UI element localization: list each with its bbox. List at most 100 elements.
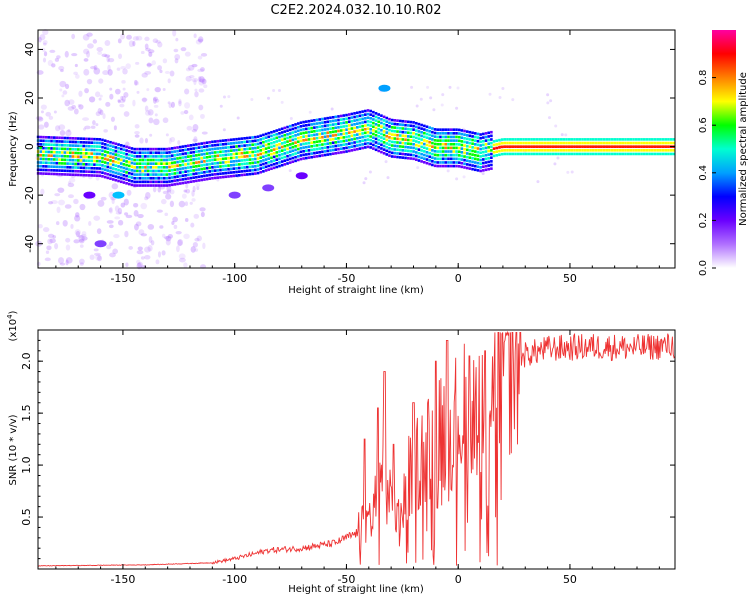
spectrogram-ridge-cell [157, 176, 161, 180]
spectrogram-ridge-cell [82, 166, 85, 170]
spectrogram-ridge-cell [251, 150, 254, 154]
spectrogram-ridge-cell [610, 149, 614, 152]
spectrogram-ridge-cell [385, 134, 389, 138]
spectrogram-ridge-cell [299, 150, 303, 154]
snr-panel: -150 -100 -50 0 500.51.01.52.0 Height of str… [6, 310, 676, 595]
spectrogram-noise-cell [195, 39, 202, 45]
spectrogram-ridge-cell [664, 152, 668, 156]
spectrogram-ridge-cell [240, 173, 244, 177]
spectrogram-ridge-cell [425, 150, 429, 154]
spectrogram-ridge-cell [551, 141, 555, 145]
spectrogram-ridge-cell [66, 140, 69, 144]
spectrogram-ridge-cell [334, 141, 338, 144]
spectrogram-ridge-cell [562, 138, 566, 141]
spectrogram-ridge-cell [192, 169, 195, 172]
spectrogram-ridge-cell [345, 121, 348, 124]
spectrogram-ridge-cell [565, 149, 568, 152]
spectrogram-ridge-cell [449, 161, 453, 164]
spectrogram-ridge-cell [44, 161, 48, 165]
snr-ytick-label: 1.0 [20, 456, 33, 474]
spectrogram-ridge-cell [404, 134, 407, 138]
spectrogram-ridge-cell [170, 158, 174, 161]
spectrogram-ridge-cell [602, 138, 606, 141]
spectrogram-noise-cell [135, 35, 143, 41]
spectrogram-ridge-cell [58, 136, 61, 140]
spectrogram-ridge-cell [278, 142, 281, 146]
spectrogram-ridge-cell [93, 137, 96, 141]
spectrogram-ridge-cell [299, 154, 303, 157]
spectrogram-ridge-cell [101, 164, 104, 167]
spectrogram-ridge-cell [302, 146, 305, 149]
spectrogram-ridge-cell [264, 132, 268, 136]
spectrogram-ridge-cell [567, 138, 571, 141]
spectrogram-ridge-cell [243, 144, 246, 147]
spectrogram-ridge-cell [235, 170, 238, 174]
spectrogram-ridge-cell [372, 114, 375, 118]
spectrogram-ridge-cell [149, 176, 153, 180]
spectrogram-ridge-cell [138, 169, 142, 173]
spectrogram-ridge-cell [68, 158, 72, 162]
spectrogram-ridge-cell [479, 158, 482, 162]
spectrogram-ridge-cell [251, 139, 254, 143]
spectrogram-ridge-cell [186, 162, 190, 166]
spectrogram-noise-cell [184, 88, 190, 95]
spectrogram-ridge-cell [350, 112, 354, 116]
spectrogram-ridge-cell [605, 141, 609, 145]
spectrogram-ridge-cell [602, 152, 606, 156]
spectrogram-ridge-cell [50, 161, 53, 165]
spectrogram-ridge-cell [114, 167, 118, 171]
spectrogram-ridge-cell [519, 141, 523, 145]
spectrogram-ridge-cell [307, 152, 311, 156]
spectrogram-ridge-cell [235, 141, 238, 145]
spectrogram-ridge-cell [184, 177, 187, 181]
spectrogram-noise-cell [117, 207, 123, 215]
spectrogram-ridge-cell [181, 181, 185, 185]
spectrogram-ridge-cell [181, 174, 185, 178]
spectrogram-ridge-cell [506, 141, 509, 145]
spectrogram-ridge-cell [508, 138, 512, 141]
spectrogram-ridge-cell [246, 169, 249, 173]
spectrogram-ridge-cell [125, 145, 128, 149]
spectrogram-noise-cell [58, 65, 65, 71]
spectrogram-ridge-cell [200, 175, 204, 178]
spectrogram-noise-cell [133, 210, 139, 217]
spectrogram-ridge-cell [264, 150, 268, 154]
spectrogram-ridge-cell [567, 141, 571, 145]
spectrogram-ridge-cell [369, 113, 372, 116]
spectrogram-ridge-cell [294, 130, 297, 134]
spectrogram-ridge-cell [246, 154, 249, 158]
spectrogram-ridge-cell [154, 173, 158, 176]
spectrogram-ridge-cell [133, 162, 136, 165]
spectrogram-ridge-cell [208, 170, 212, 173]
spectrogram-noise-cell [227, 95, 231, 99]
spectrogram-ridge-cell [162, 162, 166, 165]
spectrogram-ridge-cell [173, 172, 177, 175]
spectrogram-ridge-cell [178, 149, 182, 153]
spectrogram-ridge-cell [605, 138, 609, 141]
spectrogram-noise-cell [48, 201, 54, 205]
spectrogram-ridge-cell [353, 137, 356, 141]
spectrogram-ridge-cell [347, 149, 351, 153]
snr-ticks: -150 -100 -50 0 500.51.01.52.0 [20, 330, 675, 586]
spectrogram-ridge-cell [337, 118, 340, 122]
spectrogram-ridge-cell [337, 115, 340, 118]
spectrogram-noise-cell [126, 189, 132, 196]
spectrogram-ridge-cell [374, 148, 378, 152]
spectrogram-ridge-cell [98, 167, 102, 170]
spectrogram-ridge-cell [482, 143, 485, 147]
spectrogram-ridge-cell [270, 138, 273, 141]
spectrogram-ridge-cell [154, 184, 158, 187]
spectrogram-ridge-cell [358, 121, 362, 125]
spectrogram-ridge-cell [449, 164, 453, 168]
spectrogram-ridge-cell [406, 142, 410, 145]
spectrogram-ridge-cell [119, 154, 123, 158]
spectrogram-ridge-cell [490, 167, 493, 170]
spectrogram-ridge-cell [237, 144, 241, 148]
spectrogram-noise-cell [175, 230, 182, 235]
spectrogram-ridge-cell [55, 172, 59, 176]
spectrogram-ridge-cell [353, 112, 356, 115]
spectrogram-ridge-cell [473, 168, 477, 172]
spectrogram-ridge-cell [130, 165, 134, 168]
spectrogram-ridge-cell [578, 141, 582, 145]
spectrogram-ridge-cell [221, 161, 225, 164]
